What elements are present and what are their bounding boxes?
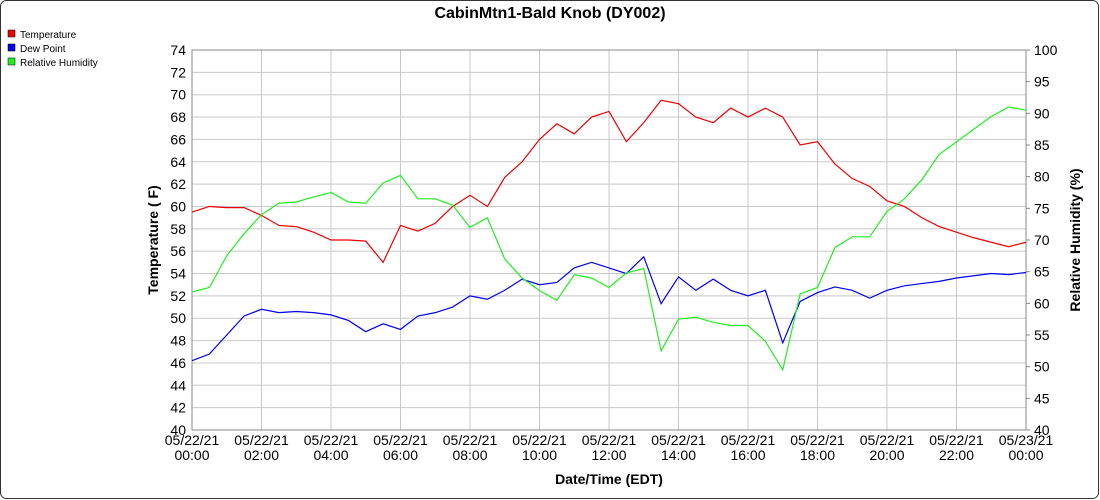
y-tick-label: 48 (170, 333, 186, 349)
legend-label: Temperature (20, 30, 77, 41)
x-tick-label: 05/22/21 22:00 (929, 432, 984, 463)
y2-tick-label: 60 (1034, 295, 1050, 311)
x-tick-line: 18:00 (800, 447, 835, 463)
x-tick-line: 14:00 (661, 447, 696, 463)
x-tick-label: 05/22/21 04:00 (304, 432, 359, 463)
x-tick-label: 05/22/21 18:00 (790, 432, 845, 463)
x-tick-line: 10:00 (522, 447, 557, 463)
x-tick-line: 05/22/21 (443, 432, 498, 448)
y-tick-label: 64 (170, 154, 186, 170)
y2-tick-label: 40 (1034, 422, 1050, 438)
y2-tick-label: 55 (1034, 327, 1050, 343)
x-tick-line: 12:00 (591, 447, 626, 463)
y-tick-label: 68 (170, 109, 186, 125)
x-tick-line: 05/22/21 (790, 432, 845, 448)
x-tick-line: 05/22/21 (165, 432, 220, 448)
x-tick-line: 02:00 (244, 447, 279, 463)
x-tick-label: 05/22/21 02:00 (234, 432, 289, 463)
x-tick-line: 05/22/21 (929, 432, 984, 448)
y-tick-label: 58 (170, 221, 186, 237)
y-tick-label: 52 (170, 288, 186, 304)
x-axis-label: Date/Time (EDT) (555, 471, 663, 487)
x-tick-label: 05/23/21 00:00 (999, 432, 1054, 463)
y-tick-label: 56 (170, 243, 186, 259)
plot-border (191, 49, 1027, 431)
y-tick-label: 70 (170, 87, 186, 103)
y-tick-label: 46 (170, 355, 186, 371)
x-tick-line: 05/22/21 (582, 432, 637, 448)
x-tick-label: 05/22/21 00:00 (165, 432, 220, 463)
x-tick-line: 00:00 (1008, 447, 1043, 463)
legend-label: Relative Humidity (20, 58, 98, 69)
series-line (191, 99, 1027, 264)
series-line (191, 106, 1027, 372)
y2-tick-label: 75 (1034, 200, 1050, 216)
x-tick-label: 05/22/21 08:00 (443, 432, 498, 463)
x-tick-label: 05/22/21 20:00 (860, 432, 915, 463)
x-tick-line: 20:00 (869, 447, 904, 463)
y2-axis-label: Relative Humidity (%) (1067, 168, 1083, 311)
y-tick-label: 44 (170, 377, 186, 393)
y-tick-label: 54 (170, 266, 186, 282)
x-tick-line: 05/22/21 (512, 432, 567, 448)
y-tick-label: 62 (170, 176, 186, 192)
x-tick-line: 00:00 (174, 447, 209, 463)
x-tick-line: 05/23/21 (999, 432, 1054, 448)
y-tick-label: 66 (170, 131, 186, 147)
y-tick-label: 60 (170, 198, 186, 214)
x-tick-label: 05/22/21 14:00 (651, 432, 706, 463)
y2-tick-label: 65 (1034, 264, 1050, 280)
y2-tick-label: 50 (1034, 359, 1050, 375)
y2-tick-label: 90 (1034, 105, 1050, 121)
y-tick-label: 74 (170, 42, 186, 58)
series-line (191, 255, 1027, 362)
x-tick-label: 05/22/21 06:00 (373, 432, 428, 463)
x-tick-line: 05/22/21 (234, 432, 289, 448)
y2-tick-label: 85 (1034, 137, 1050, 153)
y2-tick-label: 45 (1034, 390, 1050, 406)
x-tick-line: 05/22/21 (304, 432, 359, 448)
x-tick-line: 05/22/21 (373, 432, 428, 448)
x-tick-line: 08:00 (452, 447, 487, 463)
legend-label: Dew Point (20, 44, 66, 55)
x-tick-label: 05/22/21 10:00 (512, 432, 567, 463)
x-tick-label: 05/22/21 12:00 (582, 432, 637, 463)
y-axis-label: Temperature ( F) (145, 185, 161, 294)
y-tick-label: 72 (170, 64, 186, 80)
x-tick-line: 22:00 (939, 447, 974, 463)
legend-swatch (7, 43, 16, 52)
y2-tick-label: 70 (1034, 232, 1050, 248)
x-tick-line: 05/22/21 (721, 432, 776, 448)
x-tick-line: 05/22/21 (651, 432, 706, 448)
y2-tick-label: 100 (1034, 42, 1058, 58)
chart-title: CabinMtn1-Bald Knob (DY002) (434, 5, 665, 22)
legend-swatch (7, 57, 16, 66)
y-tick-label: 40 (170, 422, 186, 438)
x-tick-line: 16:00 (730, 447, 765, 463)
y-tick-label: 50 (170, 310, 186, 326)
y-tick-label: 42 (170, 400, 186, 416)
x-tick-line: 05/22/21 (860, 432, 915, 448)
y2-tick-label: 80 (1034, 169, 1050, 185)
x-tick-line: 04:00 (313, 447, 348, 463)
x-tick-line: 06:00 (383, 447, 418, 463)
x-tick-label: 05/22/21 16:00 (721, 432, 776, 463)
y2-tick-label: 95 (1034, 74, 1050, 90)
legend-swatch (7, 29, 16, 38)
